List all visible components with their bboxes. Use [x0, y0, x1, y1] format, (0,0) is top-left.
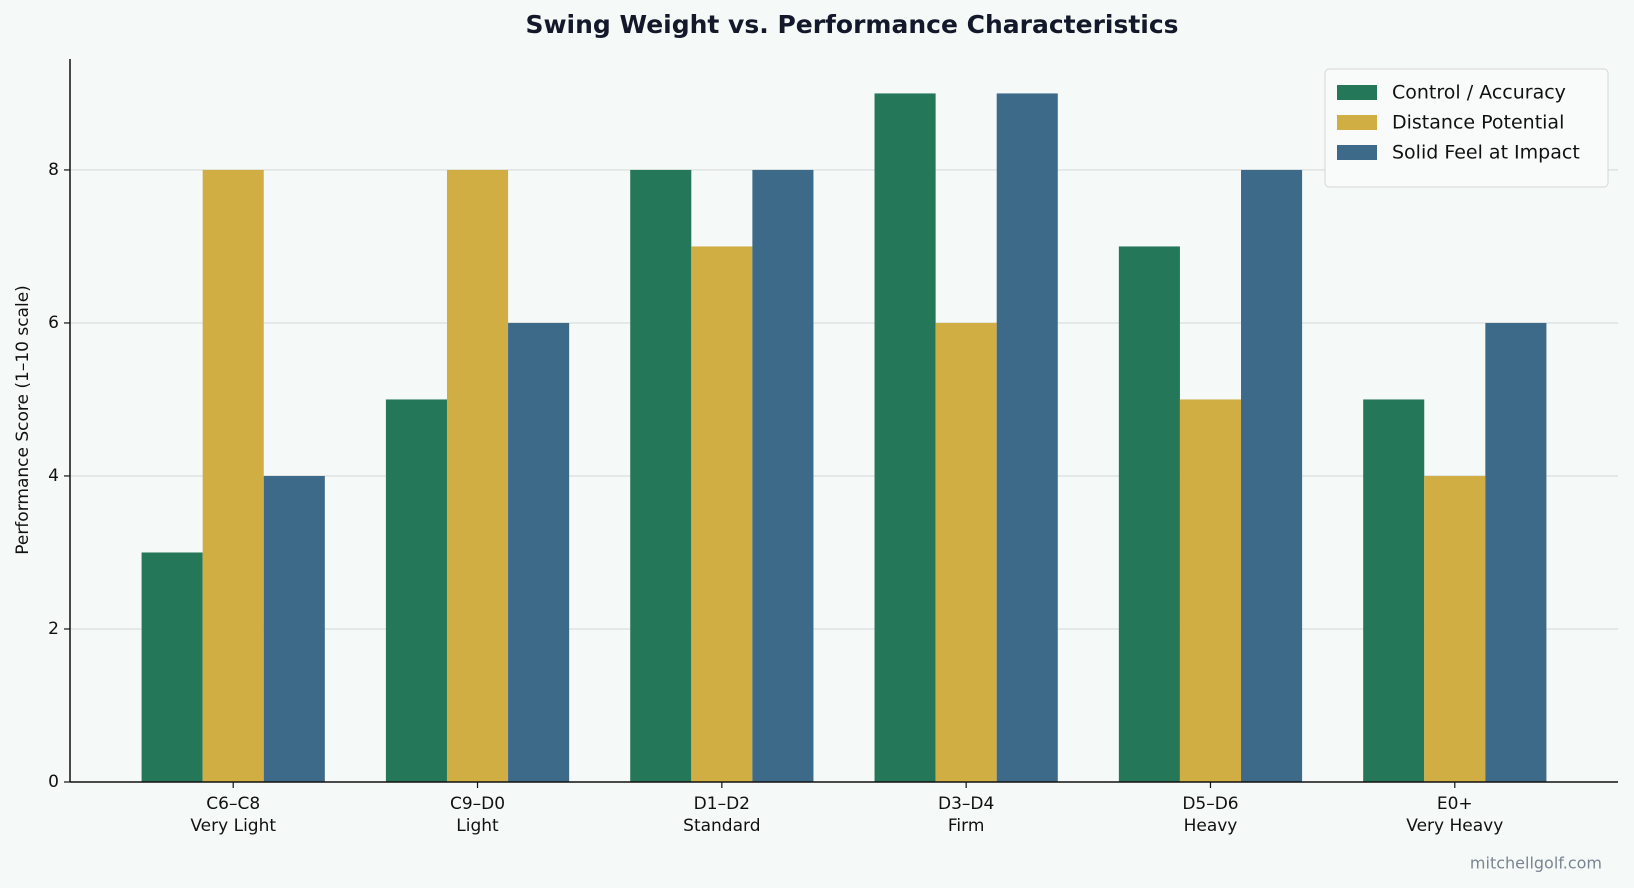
y-tick-label: 4: [48, 466, 59, 486]
bar: [1485, 322, 1547, 782]
bar: [691, 246, 753, 782]
bar: [752, 169, 814, 782]
x-tick-label: E0+: [1437, 794, 1473, 814]
bar: [263, 475, 325, 782]
bar: [996, 93, 1058, 782]
legend-box: [1324, 68, 1609, 188]
legend-label: Control / Accuracy: [1392, 82, 1566, 104]
x-tick-label: D3–D4: [938, 794, 994, 814]
x-tick-label: Very Heavy: [1406, 816, 1503, 836]
chart-title: Swing Weight vs. Performance Characteris…: [525, 10, 1178, 39]
y-tick-label: 8: [48, 160, 59, 180]
x-tick-label: Very Light: [190, 816, 276, 836]
legend-swatch: [1337, 115, 1377, 130]
bar: [1118, 246, 1180, 782]
bar: [935, 322, 997, 782]
y-tick-label: 2: [48, 619, 59, 639]
y-tick-label: 6: [48, 313, 59, 333]
legend-swatch: [1337, 145, 1377, 160]
y-axis-label: Performance Score (1–10 scale): [13, 285, 33, 555]
bar: [1424, 475, 1486, 782]
legend-swatch: [1337, 85, 1377, 100]
bar: [1179, 399, 1242, 782]
x-tick-label: Firm: [948, 816, 985, 836]
watermark: mitchellgolf.com: [1470, 854, 1602, 873]
bar: [385, 399, 447, 782]
bar: [630, 169, 692, 782]
x-tick-label: C6–C8: [206, 794, 260, 814]
bar: [874, 93, 936, 782]
bar: [141, 552, 203, 782]
x-tick-label: C9–D0: [450, 794, 505, 814]
bar: [1363, 399, 1425, 782]
bar: [508, 322, 570, 782]
bar: [202, 169, 264, 782]
x-tick-label: D5–D6: [1182, 794, 1238, 814]
y-tick-label: 0: [48, 772, 59, 792]
x-tick-label: Light: [456, 816, 499, 836]
legend-label: Distance Potential: [1392, 112, 1564, 134]
x-tick-label: Heavy: [1184, 816, 1238, 836]
x-tick-label: Standard: [683, 816, 760, 836]
bar: [1241, 169, 1303, 782]
legend-label: Solid Feel at Impact: [1392, 142, 1580, 164]
x-tick-label: D1–D2: [694, 794, 750, 814]
bar: [446, 169, 509, 782]
